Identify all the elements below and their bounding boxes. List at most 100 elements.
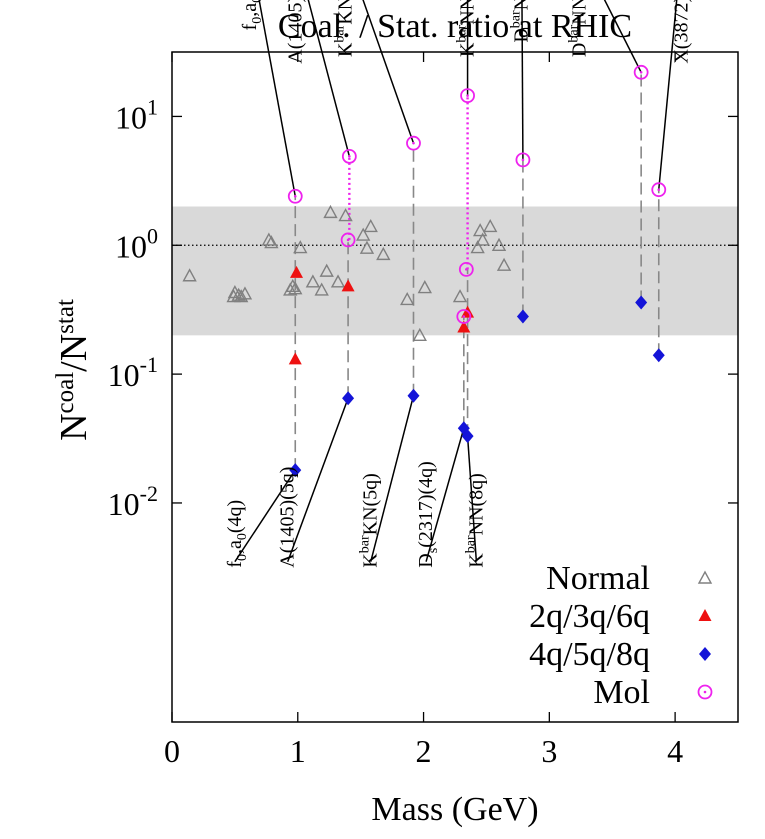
y-tick-label-4: 102 [115, 0, 158, 7]
point-normal-27 [472, 223, 488, 237]
point-mol-4-ring [456, 309, 472, 324]
annotation-segment: X(3872)(Mol.) [670, 0, 692, 64]
annotation-segment: KN(5q) [360, 473, 382, 535]
y-tick-label-1: 10-1 [108, 352, 158, 393]
legend-marker-0 [697, 570, 713, 584]
x-tick-label-3: 3 [541, 733, 557, 769]
y-tick-base: 10 [115, 0, 147, 7]
point-normal-20 [363, 218, 378, 233]
point-normal-25 [452, 289, 468, 303]
annotation-leader-layer [234, 0, 678, 563]
annotation-label-0: f0,a0(Mol.) [239, 0, 265, 30]
annotation-leader-10 [425, 428, 465, 562]
annotation-segment: ,a [239, 3, 261, 17]
annotation-segment: NN(Mol.) [569, 0, 591, 25]
annotation-segment: D [511, 28, 533, 42]
point-mol-5-dot [465, 268, 468, 271]
annotation-leader-9 [370, 395, 415, 562]
annotation-leader-11 [466, 436, 478, 562]
point-normal-23 [412, 327, 427, 342]
annotation-segment: Λ(1405)(5q) [277, 467, 299, 568]
point-normal-9 [285, 278, 300, 293]
point-normal-26 [470, 240, 485, 254]
x-tick-label-0: 0 [164, 733, 180, 769]
point-mol-6-dot [466, 94, 469, 97]
annotation-segment: NN(8q) [465, 473, 487, 535]
y-tick-base: 10 [108, 486, 140, 522]
annotation-label-4: DbarN(Mol.) [509, 0, 533, 43]
annotation-leader-1 [307, 0, 351, 157]
point-mol-0-dot [293, 194, 297, 198]
annotation-segment: 0 [250, 0, 265, 3]
point-4q-5q-8q-7 [652, 348, 665, 363]
annotation-segment: N(Mol.) [511, 0, 533, 10]
legend-marker-1 [698, 609, 712, 621]
annotation-label-layer: f0,a0(Mol.)Λ(1405)(Mol.)KbarKN(Mol.)Kbar… [224, 0, 693, 568]
point-normal-0 [182, 268, 197, 282]
y-tick-exponent: 1 [147, 94, 158, 119]
point-normal-5 [237, 286, 253, 300]
point-mol-5 [458, 261, 474, 277]
annotation-segment: ,a [224, 540, 246, 554]
point-normal-31 [496, 257, 512, 271]
point-normal-29 [483, 218, 498, 233]
legend-label-2: 4q/5q/8q [529, 636, 650, 673]
y-tick-exponent: 0 [147, 223, 158, 248]
point-mol-9-ring [651, 182, 667, 198]
point-4q-5q-8q-0 [289, 463, 302, 478]
plot-frame [171, 51, 739, 723]
point-mol-1 [340, 232, 356, 248]
annotation-label-8: Λ(1405)(5q) [277, 467, 299, 568]
point-normal-17 [338, 208, 353, 222]
x-tick-label-4: 4 [667, 733, 683, 769]
legend-marker-2 [699, 647, 711, 661]
point-normal-10 [288, 281, 303, 295]
annotation-segment: D [415, 553, 437, 567]
y-tick-label-2: 100 [115, 223, 158, 264]
annotation-segment: D [569, 43, 591, 57]
legend-marker-3 [697, 684, 713, 700]
annotation-segment: bar [455, 24, 470, 42]
annotation-segment: NN(Mol.) [457, 0, 479, 25]
shaded-band-layer [172, 206, 738, 336]
point-2q-3q-6q-3 [457, 320, 471, 333]
point-mol-7-ring [515, 152, 531, 168]
ratio-band [172, 206, 738, 336]
annotation-label-9: KbarKN(5q) [358, 473, 382, 568]
point-4q-5q-8q-2 [407, 388, 420, 403]
point-mol-9 [651, 182, 667, 198]
y-label-den: N [53, 334, 95, 361]
y-tick-label-0: 10-2 [108, 481, 158, 522]
annotation-segment: f [224, 561, 246, 568]
point-normal-28 [475, 232, 490, 246]
annotation-label-5: DbarNN(Mol.) [567, 0, 591, 57]
annotation-segment: K [457, 42, 479, 57]
y-tick-base: 10 [108, 357, 140, 393]
point-normal-22 [400, 291, 415, 306]
connector-layer [294, 72, 660, 471]
point-2q-3q-6q-2 [341, 279, 355, 292]
point-mol-8 [633, 64, 649, 80]
x-axis-label: Mass (GeV) [371, 791, 538, 828]
point-normal-6 [261, 232, 277, 246]
y-axis-label: Ncoal/Nstat [52, 299, 95, 441]
point-mol-0-ring [287, 188, 303, 204]
point-mol-9-dot [657, 188, 661, 191]
x-tick-label-1: 1 [290, 733, 306, 769]
y-tick-exponent: -2 [140, 481, 158, 506]
annotation-leader-8 [287, 397, 349, 562]
annotation-leader-0 [258, 0, 296, 197]
y-tick-exponent: -1 [140, 352, 158, 377]
annotation-label-11: KbarNN(8q) [463, 473, 487, 568]
point-4q-5q-8q-5 [516, 309, 529, 324]
point-mol-4-dot [462, 315, 466, 318]
point-mol-4 [456, 309, 472, 324]
y-tick-base: 10 [115, 228, 147, 264]
point-mol-2-ring [341, 148, 357, 164]
point-mol-2 [341, 148, 357, 164]
point-normal-13 [314, 282, 329, 296]
point-mol-8-ring [633, 64, 649, 80]
annotation-leader-6 [658, 0, 678, 190]
point-mol-1-dot [346, 238, 350, 242]
annotation-segment: bar [509, 10, 524, 28]
